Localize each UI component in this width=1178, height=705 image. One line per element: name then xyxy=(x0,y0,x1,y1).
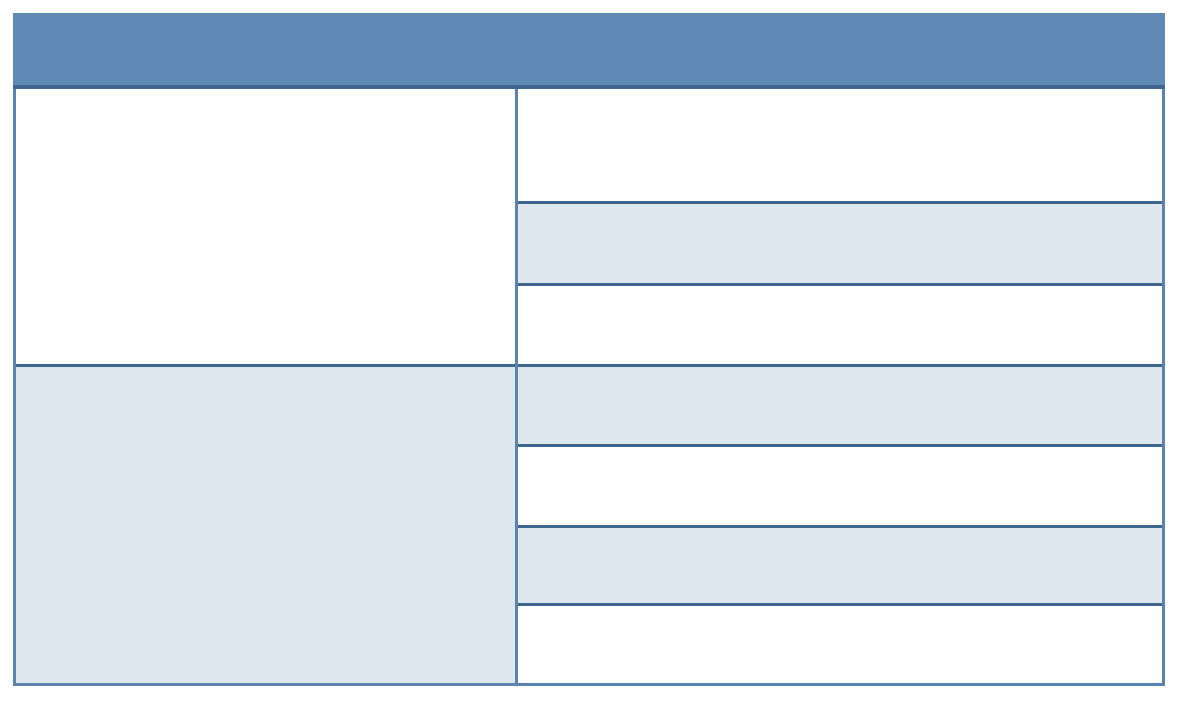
table-header-row[interactable] xyxy=(13,13,1165,89)
left-column-cell-1[interactable] xyxy=(16,89,515,367)
right-column-row-7[interactable] xyxy=(518,606,1162,683)
right-column-row-3[interactable] xyxy=(518,286,1162,367)
empty-banded-table xyxy=(13,13,1165,690)
right-column-row-6[interactable] xyxy=(518,528,1162,606)
table-left-column xyxy=(16,89,518,683)
right-column-row-4[interactable] xyxy=(518,367,1162,447)
table-right-column xyxy=(518,89,1162,683)
left-column-cell-2[interactable] xyxy=(16,367,515,683)
right-column-row-2[interactable] xyxy=(518,204,1162,286)
table-body xyxy=(13,89,1165,686)
right-column-row-5[interactable] xyxy=(518,447,1162,528)
right-column-row-1[interactable] xyxy=(518,89,1162,204)
